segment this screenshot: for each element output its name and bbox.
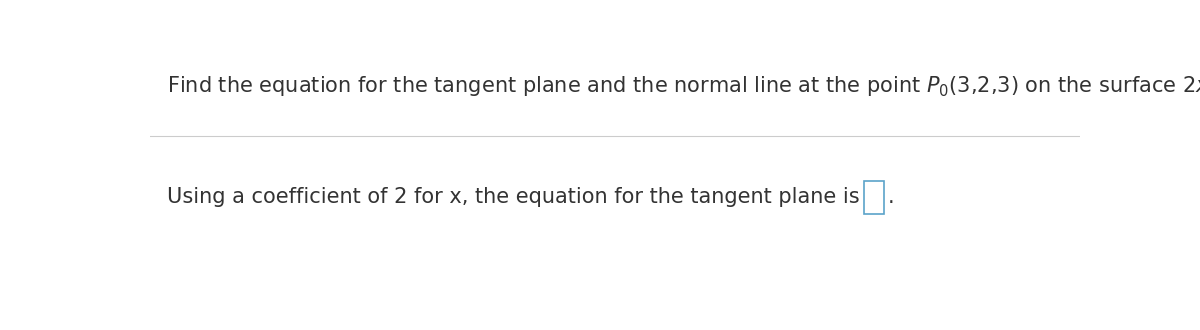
Text: Using a coefficient of 2 for x, the equation for the tangent plane is: Using a coefficient of 2 for x, the equa… [167,187,859,207]
Text: Find the equation for the tangent plane and the normal line at the point $\mathi: Find the equation for the tangent plane … [167,71,1200,100]
Text: .: . [887,187,894,207]
